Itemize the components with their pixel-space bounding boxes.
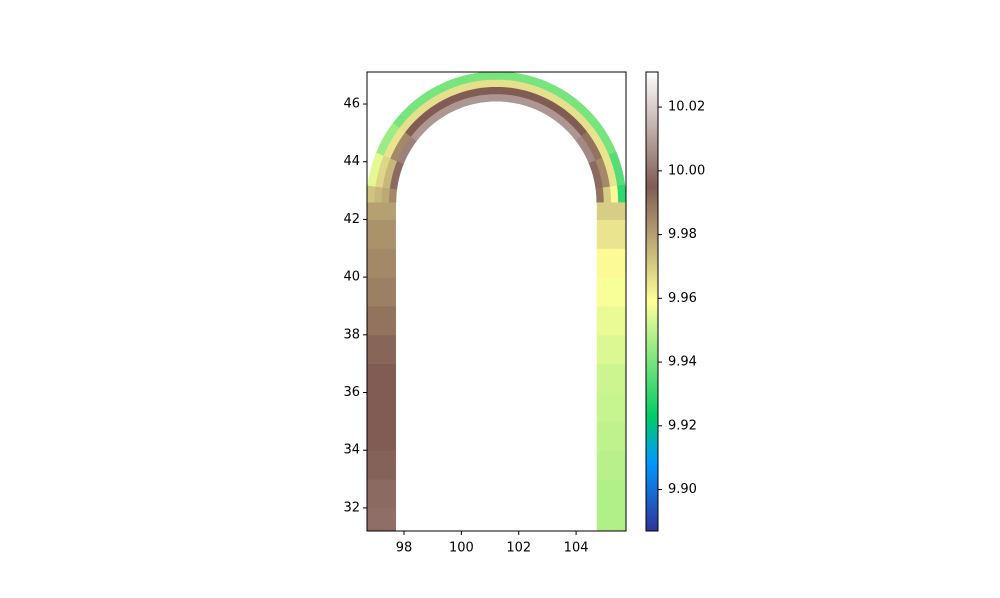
arc-cell: [542, 81, 576, 106]
colorbar-tick-label: 9.92: [668, 418, 697, 433]
leg-cell: [367, 219, 396, 249]
plot-frame: [366, 71, 627, 532]
arc-cell: [367, 184, 376, 203]
leg-cell: [367, 277, 396, 307]
arc-cell: [608, 151, 626, 187]
leg-cell: [367, 392, 396, 422]
leg-cell: [367, 202, 396, 220]
leg-cell: [596, 334, 626, 365]
leg-cell: [367, 421, 396, 451]
arc-cell: [480, 85, 512, 96]
leg-cell: [596, 219, 626, 249]
y-tick-label: 38: [343, 327, 360, 342]
leg-cell: [367, 305, 396, 336]
y-tick-label: 32: [343, 500, 360, 515]
colorbar-tick-label: 10.00: [668, 163, 705, 178]
y-tick-label: 42: [343, 212, 360, 227]
leg-cell: [596, 277, 626, 307]
arc-cell: [592, 122, 617, 156]
leg-cell: [596, 450, 626, 480]
colorbar-tick-label: 9.94: [668, 355, 697, 370]
colorbar-tick-label: 9.90: [668, 482, 697, 497]
leg-cell: [367, 479, 396, 509]
leg-cell: [596, 479, 626, 509]
arc-cell: [416, 81, 451, 106]
leg-cell: [596, 305, 626, 336]
arc-cell: [478, 72, 514, 81]
leg-cell: [596, 421, 626, 451]
y-tick-label: 40: [343, 270, 360, 285]
leg-cell: [367, 363, 396, 394]
arc-cell: [570, 98, 600, 128]
leg-cell: [367, 334, 396, 365]
colorbar-tick-label: 10.02: [668, 100, 705, 115]
arc-cell: [481, 93, 511, 103]
leg-cell: [367, 248, 396, 278]
arc-cell: [392, 98, 423, 128]
arc-cell: [367, 151, 385, 187]
arc-cell: [617, 184, 626, 203]
leg-cell: [596, 202, 626, 220]
arc-cell: [446, 72, 481, 90]
field: [367, 72, 626, 531]
colorbar-tick-label: 9.96: [668, 291, 697, 306]
x-tick-label: 98: [396, 541, 413, 556]
leg-cell: [596, 392, 626, 422]
x-tick-label: 102: [506, 541, 531, 556]
colorbar: [645, 71, 659, 532]
y-tick-label: 36: [343, 385, 360, 400]
x-tick-label: 100: [449, 541, 474, 556]
y-tick-label: 46: [343, 97, 360, 112]
y-tick-label: 44: [343, 154, 360, 169]
y-tick-label: 34: [343, 443, 360, 458]
leg-cell: [367, 507, 396, 531]
x-tick-label: 104: [564, 541, 589, 556]
leg-cell: [596, 248, 626, 278]
arc-cell: [479, 78, 513, 88]
leg-cell: [596, 507, 626, 531]
leg-cell: [367, 450, 396, 480]
colorbar-tick-label: 9.98: [668, 227, 697, 242]
arc-cell: [511, 72, 547, 90]
leg-cell: [596, 363, 626, 394]
arc-cell: [376, 122, 401, 156]
